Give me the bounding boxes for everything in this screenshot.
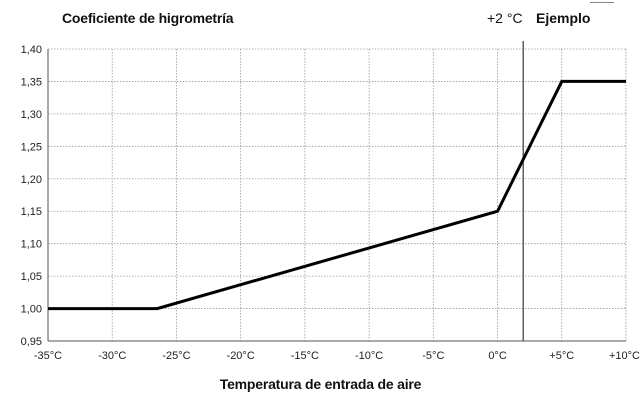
- series-layer: [48, 41, 626, 341]
- annotation-value: +2 °C: [487, 10, 523, 26]
- y-tick-label: 1,20: [21, 174, 42, 186]
- annotation-label: Ejemplo: [536, 10, 591, 26]
- x-axis-label: Temperatura de entrada de aire: [219, 376, 422, 392]
- x-tick-label: -25°C: [162, 350, 190, 362]
- x-tick-label: -20°C: [227, 350, 255, 362]
- y-tick-label: 1,35: [21, 76, 42, 88]
- grid: [47, 48, 627, 342]
- x-tick-label: -10°C: [355, 350, 383, 362]
- y-tick-label: 1,25: [21, 141, 42, 153]
- y-tick-label: 0,95: [21, 336, 42, 348]
- y-tick-label: 1,05: [21, 271, 42, 283]
- y-tick-label: 1,00: [21, 304, 42, 316]
- y-tick-label: 1,40: [21, 44, 42, 56]
- y-tick-label: 1,10: [21, 239, 42, 251]
- x-tick-label: -35°C: [34, 350, 62, 362]
- x-tick-label: +10°C: [609, 350, 640, 362]
- y-tick-label: 1,30: [21, 109, 42, 121]
- tick-labels: 0,95 1,00 1,05 1,10 1,15 1,20 1,25 1,30 1,35 1,40…: [21, 44, 640, 362]
- decorative-dash: [590, 2, 614, 3]
- series-line: [48, 79, 626, 311]
- x-tick-label: 0°C: [488, 350, 507, 362]
- y-tick-label: 1,15: [21, 206, 42, 218]
- x-tick-label: -30°C: [98, 350, 126, 362]
- chart-title: Coeficiente de higrometría: [62, 10, 234, 26]
- x-tick-label: -5°C: [422, 350, 444, 362]
- x-tick-label: -15°C: [291, 350, 319, 362]
- x-tick-label: +5°C: [549, 350, 574, 362]
